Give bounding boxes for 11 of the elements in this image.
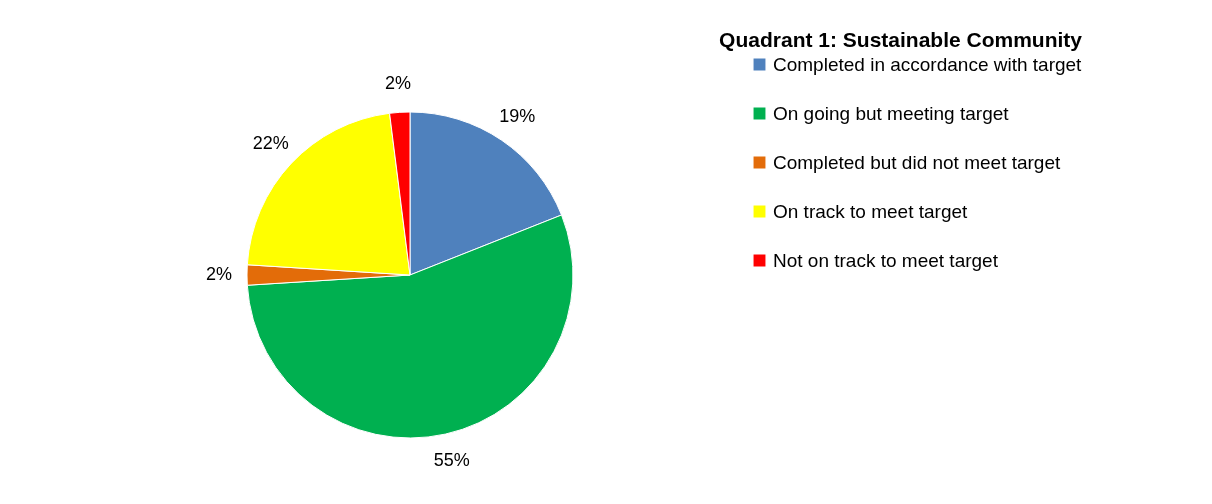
legend-label: Not on track to meet target — [773, 249, 999, 271]
legend-label: Completed in accordance with target — [773, 53, 1083, 75]
data-label: 2% — [205, 264, 233, 284]
data-label: 55% — [433, 450, 470, 471]
chart-title: Quadrant 1: Sustainable Community — [719, 28, 1083, 51]
legend-label: Completed but did not meet target — [773, 151, 1061, 173]
data-label: 2% — [385, 73, 412, 94]
data-label: 22% — [252, 133, 289, 154]
data-label: 19% — [499, 106, 536, 127]
legend-label: On track to meet target — [773, 200, 969, 222]
legend-label: On going but meeting target — [773, 102, 1010, 124]
